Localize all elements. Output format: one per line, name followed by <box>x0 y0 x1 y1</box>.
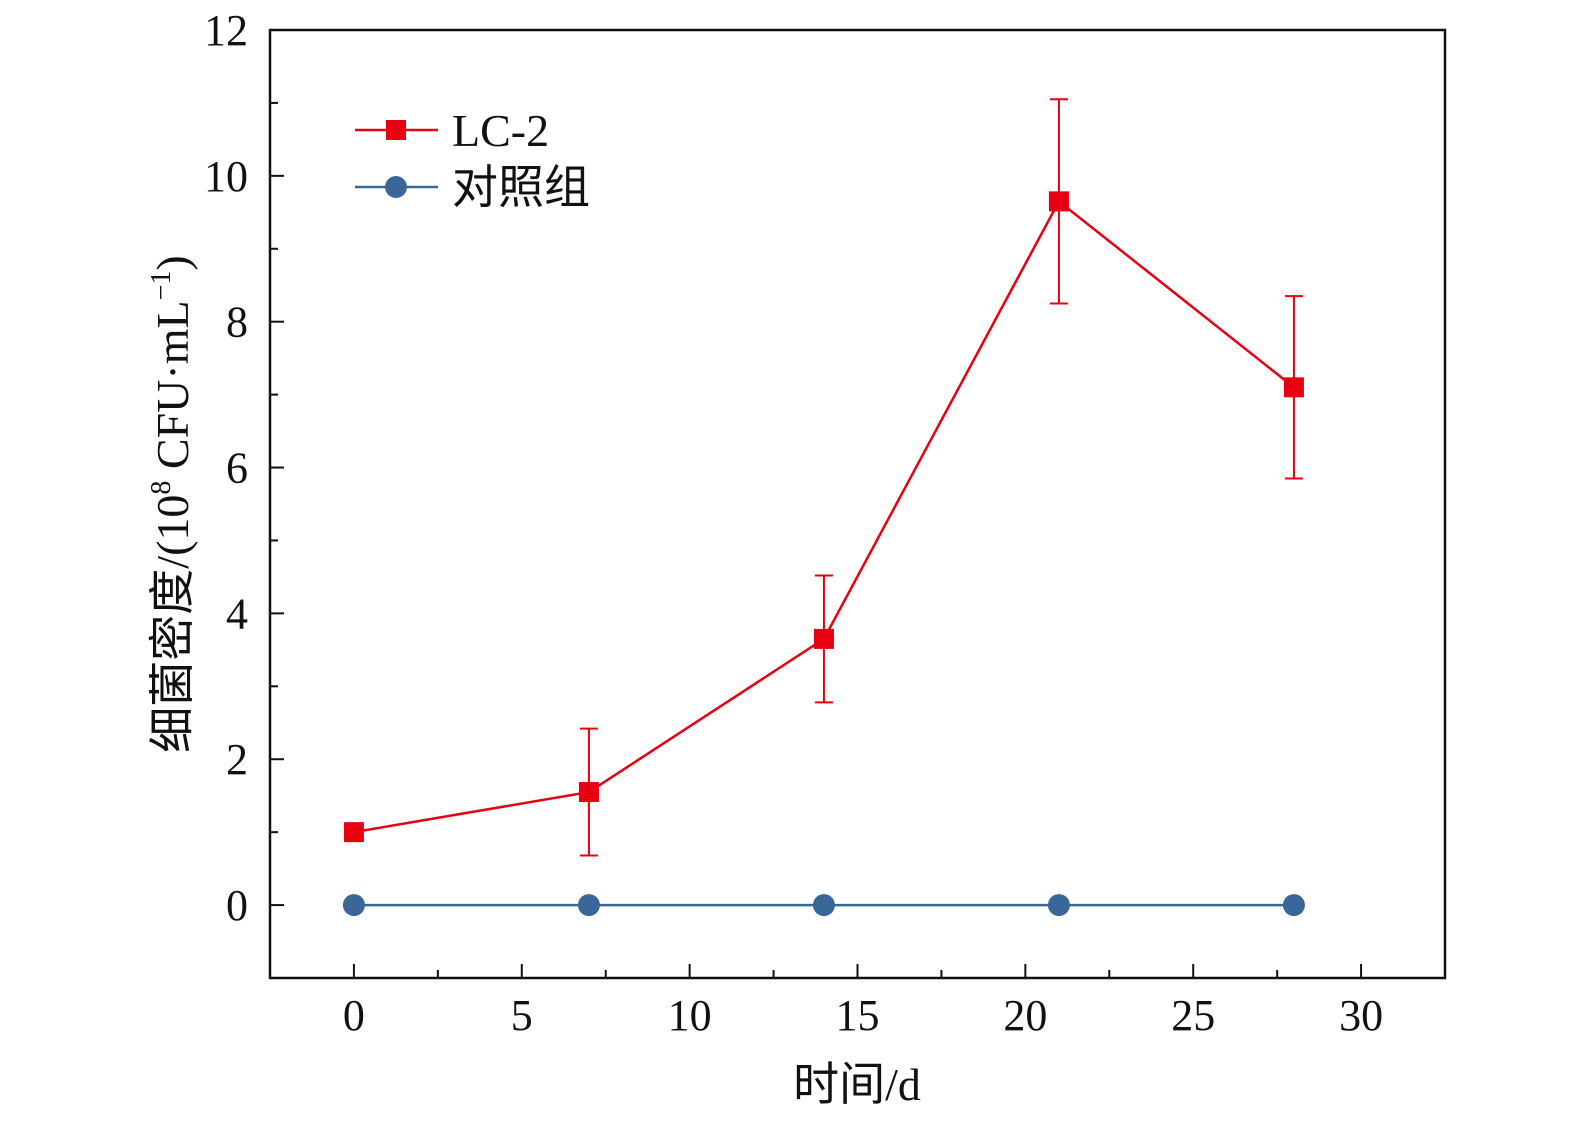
x-tick-label: 20 <box>1003 991 1047 1040</box>
x-tick-label: 30 <box>1339 991 1383 1040</box>
legend-marker <box>385 176 407 198</box>
data-point <box>1047 894 1070 917</box>
series-2 <box>342 894 1305 917</box>
legend: LC-2 对照组 <box>355 105 590 213</box>
series-layer <box>342 98 1305 917</box>
data-point <box>1048 191 1069 212</box>
y-tick-label: 4 <box>226 589 248 638</box>
y-axis-title: 细菌密度/(108 CFU·mL−1) <box>146 255 198 752</box>
data-point <box>577 894 600 917</box>
legend-item-2: 对照组 <box>355 162 590 213</box>
axes: 0 5 10 15 20 25 30 0 2 4 6 8 10 12 <box>204 6 1446 1040</box>
data-point <box>813 628 834 649</box>
x-tick-label: 0 <box>343 991 365 1040</box>
series-1 <box>343 98 1304 857</box>
legend-label: 对照组 <box>452 162 590 213</box>
data-point <box>812 894 835 917</box>
y-axis-title-unit: CFU·mL <box>147 300 198 480</box>
plot-frame <box>268 28 1447 980</box>
legend-marker <box>386 120 406 140</box>
x-tick-label: 15 <box>836 991 880 1040</box>
legend-item-1: LC-2 <box>355 105 549 156</box>
y-tick-label: 2 <box>226 735 248 784</box>
y-tick-label: 12 <box>204 6 248 55</box>
data-point <box>343 822 364 843</box>
y-axis-title-close: ) <box>147 255 198 270</box>
y-tick-label: 6 <box>226 444 248 493</box>
x-tick-label: 5 <box>511 991 533 1040</box>
data-point <box>1283 377 1304 398</box>
y-tick-label: 0 <box>226 881 248 930</box>
data-point <box>342 894 365 917</box>
y-axis-title-main: 细菌密度/(10 <box>147 495 198 753</box>
x-axis-title: 时间/d <box>793 1059 921 1110</box>
series-line <box>353 199 1295 834</box>
y-tick-label: 8 <box>226 298 248 347</box>
y-axis-title-exp2: −1 <box>146 271 177 301</box>
y-axis-title-exp: 8 <box>146 481 177 495</box>
x-tick-label: 25 <box>1171 991 1215 1040</box>
data-point <box>1282 894 1305 917</box>
x-tick-label: 10 <box>668 991 712 1040</box>
y-tick-label: 10 <box>204 152 248 201</box>
data-point <box>578 782 599 803</box>
legend-label: LC-2 <box>452 105 549 156</box>
